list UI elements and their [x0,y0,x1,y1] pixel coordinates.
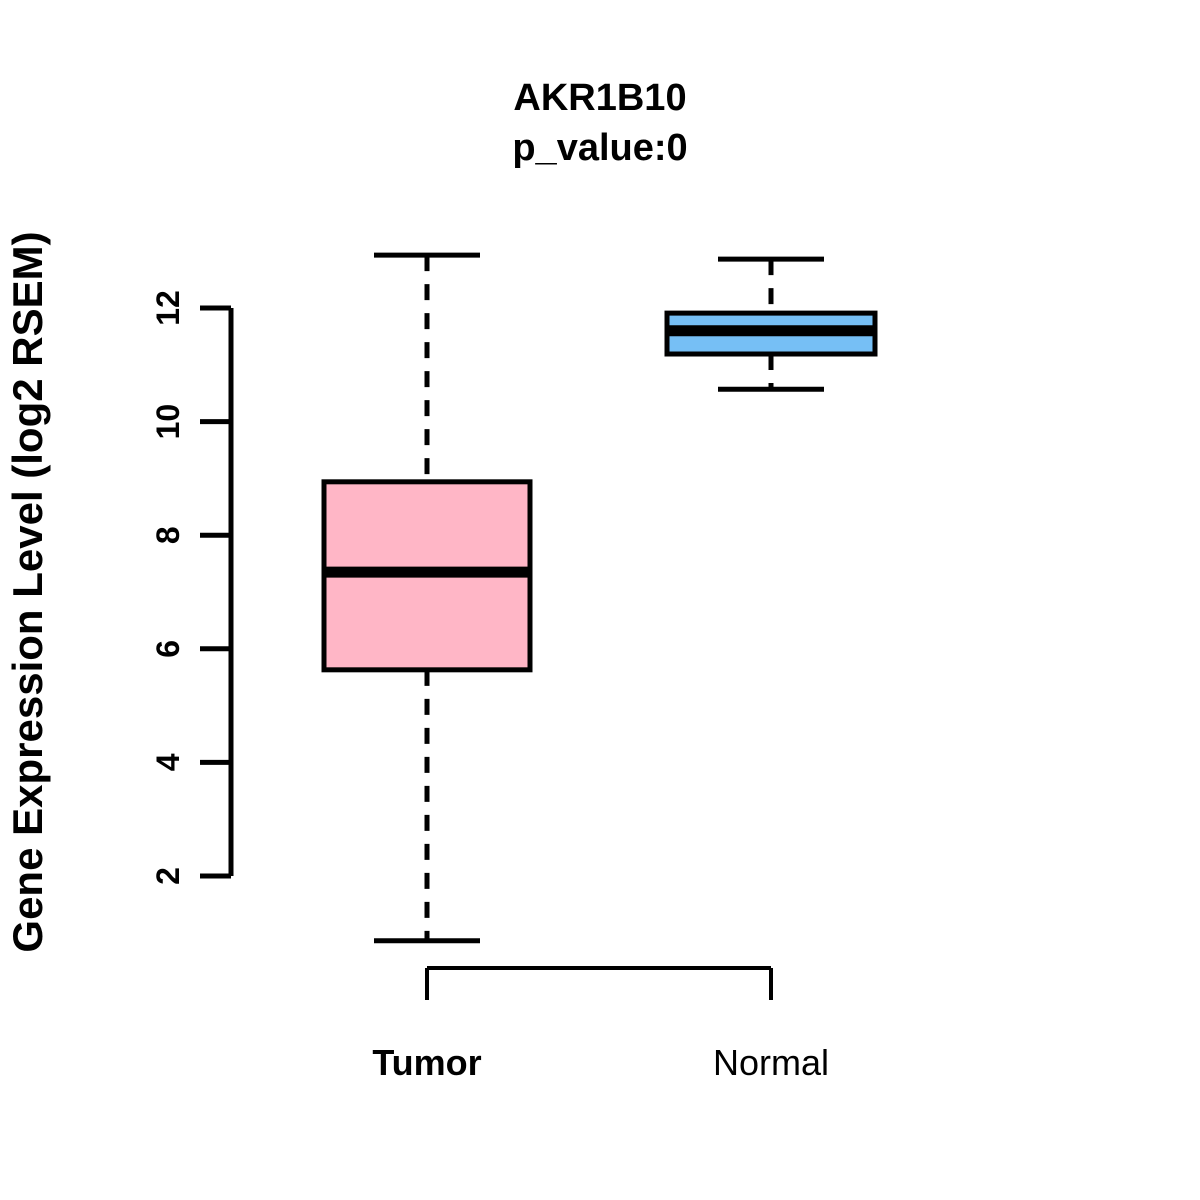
x-axis-labels: Tumor Normal [372,1042,829,1083]
x-axis-label-tumor: Tumor [372,1042,481,1083]
y-axis: 2 4 6 8 10 12 [150,290,234,885]
y-axis-label: Gene Expression Level (log2 RSEM) [4,231,51,952]
y-axis-tick-label: 8 [150,526,186,544]
y-axis-tick-label: 6 [150,640,186,658]
box-normal [664,256,878,392]
box-series [321,252,878,944]
chart-subtitle-pvalue: p_value:0 [512,127,687,169]
x-axis-label-normal: Normal [713,1042,829,1083]
box-tumor [321,252,533,944]
y-axis-tick-label: 4 [150,753,186,771]
y-axis-tick-label: 10 [150,404,186,440]
y-axis-tick-label: 2 [150,867,186,885]
y-axis-tick-label: 12 [150,290,186,326]
chart-title: AKR1B10 [513,77,686,119]
x-axis [425,966,773,1000]
